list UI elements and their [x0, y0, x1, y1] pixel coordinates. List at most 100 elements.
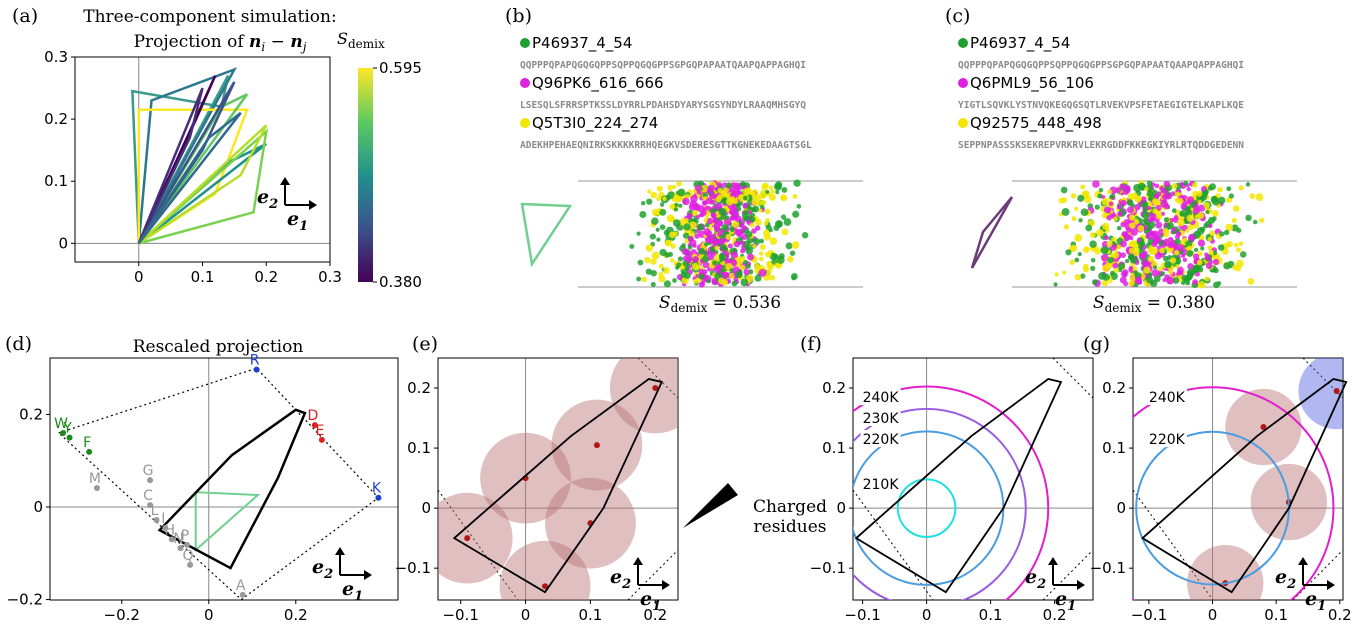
- particle: [1160, 211, 1166, 216]
- particle: [639, 210, 647, 219]
- particle: [769, 275, 776, 281]
- residue-label: Q: [183, 548, 194, 564]
- particle: [1102, 222, 1110, 231]
- particle: [1097, 193, 1103, 199]
- particle: [781, 187, 788, 193]
- particle: [729, 207, 737, 215]
- particle: [663, 229, 670, 236]
- particle: [791, 272, 798, 280]
- center: [652, 385, 659, 392]
- particle: [1182, 237, 1188, 243]
- particle: [705, 230, 713, 238]
- residue: [375, 494, 382, 501]
- particle: [1223, 262, 1231, 270]
- particle: [1108, 278, 1113, 284]
- basis-label: e2: [312, 556, 333, 582]
- y-tick-label: 0: [58, 234, 68, 252]
- particle: [1142, 207, 1148, 213]
- residue-label: H: [165, 522, 176, 538]
- particle: [1109, 270, 1115, 276]
- particle: [1094, 247, 1102, 255]
- particle: [1186, 187, 1191, 192]
- particle: [1216, 281, 1222, 286]
- particle: [673, 207, 679, 212]
- particle: [1182, 257, 1188, 263]
- particle: [1096, 229, 1104, 237]
- label-bg: [860, 409, 901, 427]
- particle: [1142, 217, 1149, 224]
- species-marker: [520, 118, 530, 128]
- frame: [57, 367, 380, 601]
- y-tick-label: −0.2: [7, 591, 43, 609]
- particle: [645, 268, 653, 275]
- basis-sub: 1: [652, 599, 661, 614]
- particle: [1106, 215, 1112, 221]
- particle: [1077, 252, 1082, 257]
- y-tick-label: 0.1: [44, 172, 68, 190]
- basis-sub: 2: [268, 197, 278, 212]
- basis-symbol: e: [1025, 566, 1037, 588]
- region: [1187, 545, 1264, 600]
- particle: [752, 244, 757, 249]
- particle: [1185, 228, 1190, 233]
- particle: [1186, 250, 1194, 257]
- basis-sub: 2: [1036, 577, 1046, 592]
- residue-label: A: [236, 578, 246, 594]
- particle: [1145, 231, 1154, 240]
- particle: [1063, 224, 1070, 230]
- particle: [677, 188, 686, 197]
- trajectory: [137, 67, 238, 244]
- particle: [765, 189, 770, 195]
- colorbar-tick-label: 0.595: [379, 59, 422, 77]
- particle: [700, 210, 707, 216]
- particle: [740, 278, 749, 287]
- particle: [1152, 265, 1158, 270]
- particle: [1186, 199, 1192, 205]
- particle: [1101, 279, 1109, 287]
- particle: [1156, 245, 1161, 250]
- region: [1298, 358, 1343, 430]
- particle: [677, 256, 683, 262]
- particle: [669, 258, 675, 263]
- particle: [1100, 253, 1109, 262]
- residue-label: F: [83, 435, 91, 451]
- particle: [1192, 279, 1198, 285]
- residue: [153, 516, 160, 523]
- species-marker: [958, 78, 968, 88]
- particle: [1129, 214, 1136, 221]
- particle: [659, 224, 666, 230]
- x-tick-label: −0.1: [844, 606, 880, 624]
- particle: [731, 280, 738, 287]
- x-tick-label: −0.2: [104, 606, 140, 624]
- demix-label: Sdemix = 0.380: [1093, 293, 1215, 315]
- arrow-head: [335, 547, 372, 580]
- subscript: j: [300, 40, 307, 54]
- particle: [730, 251, 739, 259]
- particle: [1232, 264, 1239, 271]
- particle: [1238, 241, 1244, 247]
- particle: [735, 189, 742, 196]
- contour-label: 240K: [1149, 390, 1186, 406]
- particle: [773, 182, 782, 191]
- particle: [1186, 268, 1195, 277]
- particle: [1123, 184, 1131, 193]
- x-tick-label: 0.1: [1264, 606, 1288, 624]
- particle: [1118, 262, 1126, 270]
- particle: [1129, 276, 1136, 283]
- particle: [780, 214, 787, 220]
- particle: [1074, 233, 1083, 242]
- particle: [701, 255, 709, 263]
- particle: [688, 230, 695, 238]
- y-tick-label: 0.2: [44, 110, 68, 128]
- particle: [1112, 262, 1119, 269]
- residue-label: G: [143, 463, 154, 479]
- particle: [715, 196, 722, 203]
- species-name: Q6PML9_56_106: [970, 74, 1094, 93]
- particle: [769, 237, 778, 245]
- basis-symbol: e: [287, 208, 299, 230]
- particle: [768, 185, 773, 190]
- particle: [712, 217, 719, 224]
- particle: [772, 253, 779, 260]
- particle: [705, 197, 713, 205]
- particle: [1174, 238, 1181, 245]
